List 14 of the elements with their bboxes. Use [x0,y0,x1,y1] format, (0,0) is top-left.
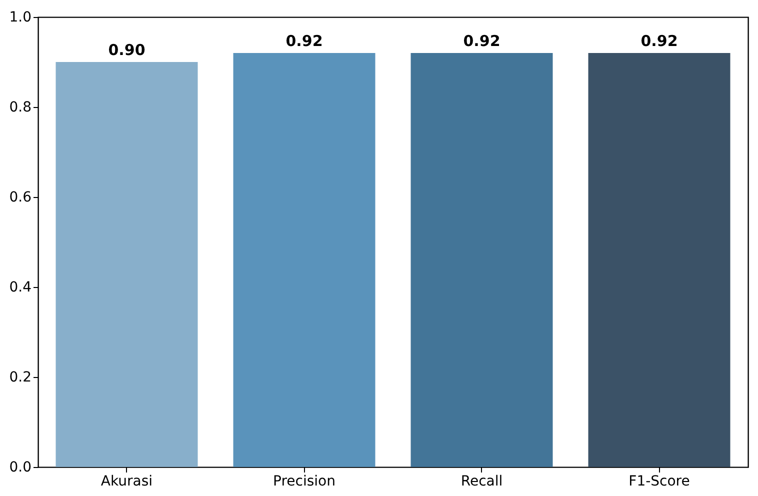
y-tick-label: 0.0 [9,460,32,476]
x-tick-label: Precision [273,474,336,490]
y-tick-label: 1.0 [9,10,32,26]
data-label: 0.92 [286,32,323,50]
data-label: 0.92 [640,32,678,50]
data-label: 0.92 [463,32,500,50]
x-tick-label: Recall [460,474,503,490]
y-tick-label: 0.4 [9,280,32,296]
y-tick-label: 0.2 [9,370,32,386]
x-tick-label: Akurasi [100,474,153,490]
y-tick-label: 0.6 [9,190,32,206]
y-tick-label: 0.8 [9,100,32,116]
x-tick-label: F1-Score [628,474,690,490]
data-label: 0.90 [108,41,146,59]
